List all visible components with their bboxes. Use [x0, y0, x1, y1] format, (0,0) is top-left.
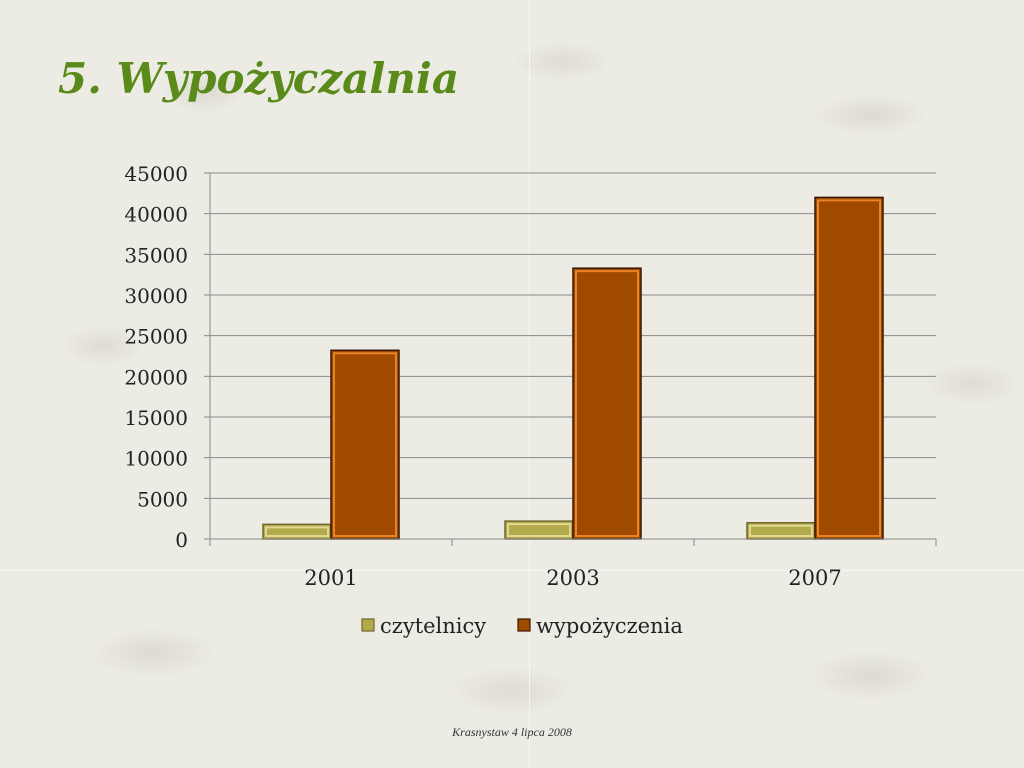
legend-swatch [517, 618, 531, 632]
legend-label: wypożyczenia [536, 614, 683, 638]
background-divider-vertical [529, 0, 530, 768]
y-tick-label: 0 [175, 528, 188, 552]
y-tick-label: 40000 [124, 203, 188, 227]
y-tick-label: 5000 [137, 487, 188, 511]
y-tick-label: 35000 [124, 243, 188, 267]
legend-item-wypożyczenia: wypożyczenia [517, 614, 683, 638]
x-tick-label: 2001 [304, 566, 357, 590]
background-divider-horizontal [0, 570, 1024, 571]
bar-wypożyczenia-2007 [814, 196, 884, 540]
x-tick-label: 2007 [788, 566, 841, 590]
bar-czytelnicy-2007 [746, 521, 816, 540]
bar-wypożyczenia-2003 [572, 267, 642, 540]
legend-swatch [361, 618, 375, 632]
legend-item-czytelnicy: czytelnicy [361, 614, 486, 638]
y-tick-label: 20000 [124, 365, 188, 389]
y-tick-label: 30000 [124, 284, 188, 308]
chart-axes [209, 173, 937, 546]
legend-label: czytelnicy [380, 614, 486, 638]
x-axis-tick-labels: 2001 2003 2007 [304, 566, 841, 590]
y-axis-tick-labels: 0 5000 10000 15000 20000 25000 30000 35000 40000… [124, 162, 210, 552]
y-tick-label: 45000 [124, 162, 188, 186]
slide-footer: Krasnystaw 4 lipca 2008 [452, 725, 572, 739]
chart-legend: czytelnicy wypożyczenia [361, 614, 683, 638]
slide-title: 5. Wypożyczalnia [58, 54, 460, 103]
x-tick-label: 2003 [546, 566, 599, 590]
bar-czytelnicy-2001 [262, 523, 332, 540]
y-tick-label: 25000 [124, 325, 188, 349]
y-tick-label: 10000 [124, 447, 188, 471]
bar-wypożyczenia-2001 [330, 349, 400, 540]
y-tick-label: 15000 [124, 406, 188, 430]
bar-czytelnicy-2003 [504, 520, 574, 540]
chart-bars [262, 196, 884, 540]
